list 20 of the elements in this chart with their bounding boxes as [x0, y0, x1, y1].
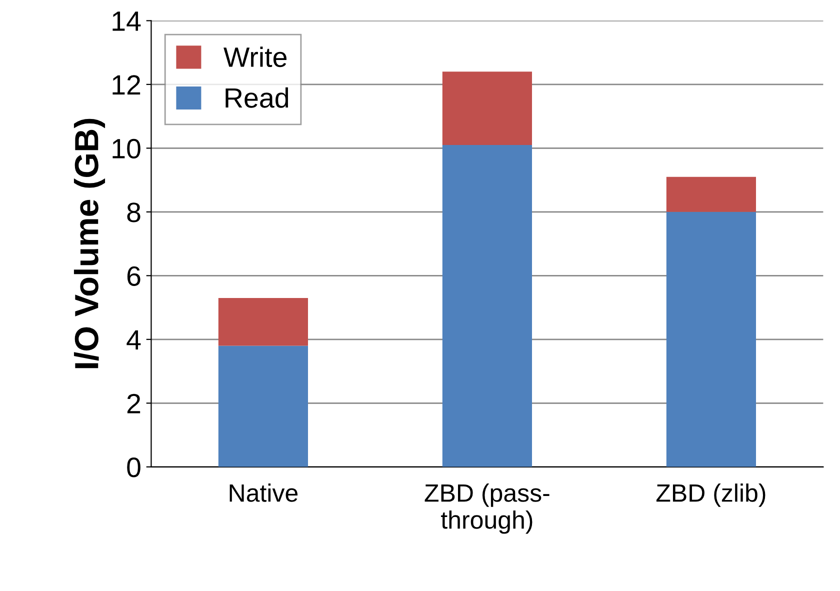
y-tick-label: 0	[127, 458, 140, 478]
y-axis-title: I/O Volume (GB)	[74, 118, 106, 368]
x-tick-label: ZBD (pass- through)	[424, 484, 550, 534]
bar	[218, 298, 308, 346]
bar	[442, 72, 532, 145]
legend-label: Read	[226, 87, 288, 108]
y-tick-label: 6	[127, 266, 140, 286]
bar	[218, 346, 308, 467]
x-tick-label: Native	[230, 484, 298, 502]
legend-label: Write	[224, 46, 287, 68]
y-tick-label: 12	[112, 75, 140, 94]
bar	[666, 212, 756, 467]
x-tick-label: ZBD (zlib)	[656, 484, 766, 507]
y-tick-label: 2	[127, 394, 140, 414]
bar	[666, 176, 756, 212]
bar	[442, 144, 532, 467]
y-tick-label: 10	[112, 138, 140, 159]
y-tick-label: 4	[126, 330, 141, 350]
y-tick-label: 14	[112, 12, 141, 31]
y-tick-label: 8	[127, 202, 140, 222]
